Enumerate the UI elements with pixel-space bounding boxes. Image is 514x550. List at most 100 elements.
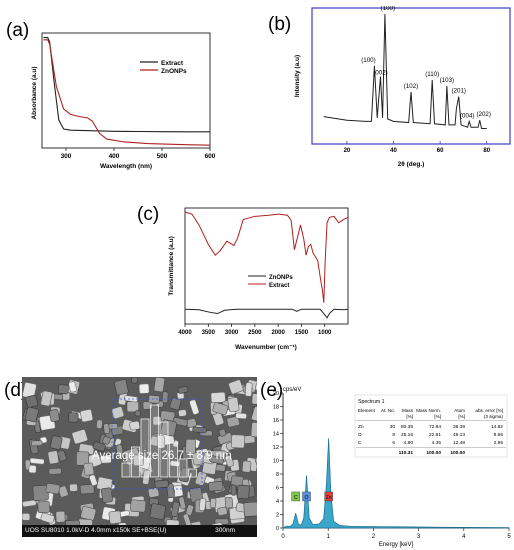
sem-histogram-bar — [159, 421, 169, 478]
eds-table-header: Element — [358, 408, 376, 413]
sem-grain-texture — [22, 377, 257, 525]
sem-grain — [217, 506, 228, 516]
chart-e-ytick-label: 16 — [273, 418, 279, 424]
sem-grain — [149, 503, 167, 520]
eds-table-cell: 4.35 — [432, 440, 442, 446]
eds-table-total-cell: 110.31 — [399, 450, 414, 456]
chart-a-xtick-label: 400 — [109, 153, 120, 160]
chart-b-peak-label: (100) — [361, 57, 375, 64]
eds-result-table: Spectrum 1 Element At. No. Mass Mass Norm. At… — [354, 394, 508, 458]
eds-table-cell: O — [358, 432, 362, 438]
sem-grain — [251, 406, 257, 422]
sem-grain — [55, 510, 66, 523]
sem-grain — [111, 406, 125, 420]
sem-grain — [114, 379, 129, 396]
sem-histogram-bar — [131, 446, 140, 478]
sem-grain — [170, 501, 180, 518]
panel-label-c: (c) — [137, 204, 160, 225]
sem-grain — [101, 487, 113, 503]
eds-table-cell: 9.66 — [494, 432, 504, 438]
chart-a-uv-vis: 300 400 500 600 Extract ZnONPs Wavelength (… — [31, 32, 216, 170]
sem-grain — [96, 419, 103, 429]
sem-histogram-bar — [121, 462, 131, 478]
eds-table-cell: 38.39 — [453, 424, 465, 430]
sem-grain — [50, 435, 63, 450]
eds-table-title: Spectrum 1 — [358, 399, 385, 405]
sem-grain — [118, 522, 127, 525]
sem-grain — [236, 484, 250, 500]
eds-table-header: Mass Norm. — [416, 408, 441, 413]
chart-a-frame — [41, 32, 211, 149]
legend-label-znonps: ZnONPs — [161, 68, 187, 75]
chart-c-ylabel: Transmittance (a.u) — [168, 236, 175, 296]
sem-grain — [156, 434, 166, 449]
sem-grain — [22, 512, 31, 521]
sem-grain — [226, 415, 240, 428]
chart-a-xlabel: Wavelength (nm) — [100, 163, 152, 170]
sem-grain — [28, 464, 37, 474]
chart-c-xlabel: Wavenumber (cm⁻¹) — [235, 344, 297, 351]
sem-grain — [209, 498, 217, 509]
sem-grain — [218, 428, 227, 437]
chart-c-xtick-label: 4000 — [178, 330, 192, 336]
eds-table-cell: 30 — [390, 424, 396, 430]
chart-e-ytick-label: 12 — [273, 445, 279, 451]
chart-e-marker-label: Zn — [326, 495, 332, 501]
sem-grain — [185, 438, 196, 455]
chart-c-series-znonps — [184, 308, 349, 319]
sem-grain — [192, 426, 207, 434]
sem-grain — [228, 379, 244, 395]
sem-grain — [212, 402, 229, 416]
chart-e-xlabel: Energy [keV] — [379, 542, 414, 548]
sem-info-bar: UOS SU8010 1.0kV-D 4.0mm x150k SE+BSE(U)… — [22, 525, 257, 537]
sem-grain — [179, 467, 191, 483]
sem-grain — [255, 382, 257, 392]
sem-grain — [49, 409, 60, 422]
sem-grain — [166, 483, 175, 499]
eds-table-total-cell: 100.00 — [450, 450, 465, 456]
sem-grain — [165, 519, 180, 525]
chart-c-xtick-label: 1000 — [318, 330, 332, 336]
chart-e-xtick-label: 4 — [462, 534, 466, 540]
sem-grain — [198, 498, 207, 511]
chart-b-xtick-label: 60 — [437, 148, 444, 154]
sem-scale-label: 300nm — [215, 527, 235, 534]
sem-grain — [25, 394, 39, 408]
chart-c-ftir: 4000 3500 3000 2500 2000 1500 1000 ZnONPs Extr… — [168, 207, 349, 351]
sem-grain — [88, 474, 98, 486]
chart-b-series-xrd — [323, 13, 487, 129]
chart-b-peak-label: (103) — [440, 77, 454, 84]
chart-b-xtick-label: 40 — [390, 148, 397, 154]
sem-grain — [130, 499, 147, 513]
chart-b-peak-label: (110) — [425, 71, 439, 78]
chart-c-xtick-label: 3500 — [202, 330, 216, 336]
chart-c-series-extract — [184, 211, 349, 303]
chart-e-marker-label: O — [305, 495, 309, 501]
chart-b-xtick-label: 20 — [344, 148, 351, 154]
sem-histogram-box — [111, 398, 203, 490]
sem-grain — [92, 441, 106, 452]
sem-grain — [124, 395, 139, 403]
sem-grain — [65, 519, 81, 525]
chart-e-ytick-label: 4 — [276, 499, 279, 505]
sem-grain — [250, 422, 257, 438]
chart-a-xtick-label: 600 — [205, 153, 216, 160]
eds-table-total-cell: 100.00 — [426, 450, 441, 456]
chart-b-peak-label: (201) — [452, 88, 466, 95]
sem-grain — [71, 429, 88, 445]
sem-grain — [152, 416, 162, 426]
sem-grain — [230, 484, 237, 496]
chart-e-xtick-label: 5 — [507, 534, 511, 540]
sem-grain — [189, 399, 200, 415]
sem-grain — [154, 479, 169, 489]
chart-c-xtick-label: 2500 — [248, 330, 262, 336]
sem-grain — [178, 496, 187, 510]
eds-table-header-unit: [%] — [406, 414, 413, 419]
sem-grain — [210, 522, 224, 525]
legend-label-znonps-c: ZnONPs — [269, 275, 293, 281]
chart-e-marker-box — [291, 491, 300, 502]
sem-grain — [208, 480, 224, 492]
panel-label-a: (a) — [6, 20, 30, 41]
sem-grain — [30, 440, 43, 447]
sem-grain — [103, 423, 110, 435]
